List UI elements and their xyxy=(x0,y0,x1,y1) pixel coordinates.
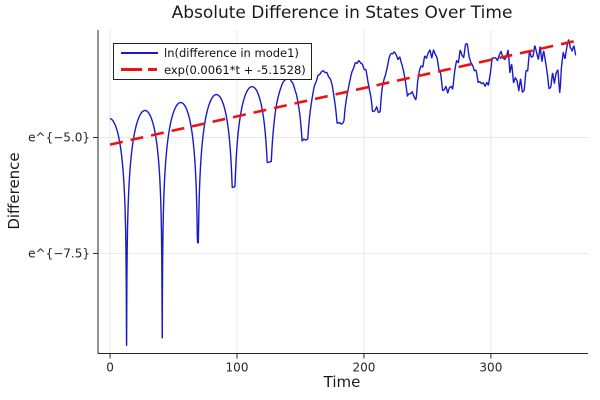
tick-labels: 0 100 200 300 e^{−5.0} e^{−7.5} xyxy=(28,131,502,375)
legend-line-sample-solid xyxy=(121,52,158,55)
legend: ln(difference in mode1) exp(0.0061*t + -… xyxy=(113,43,312,80)
series-ln-difference-curve xyxy=(109,39,577,347)
axes xyxy=(97,30,588,354)
grid-lines xyxy=(98,30,588,354)
legend-label-blue: ln(difference in mode1) xyxy=(164,46,299,61)
data-series xyxy=(109,39,578,347)
y-axis-label: Difference xyxy=(5,152,23,230)
chart-title: Absolute Difference in States Over Time xyxy=(171,3,513,23)
series-exponential-fit-line xyxy=(109,39,578,146)
x-tick-label: 200 xyxy=(352,361,375,375)
legend-entry-red: exp(0.0061*t + -5.1528) xyxy=(121,63,307,78)
x-tick-label: 100 xyxy=(226,361,249,375)
y-tick-label: e^{−7.5} xyxy=(28,246,90,260)
legend-label-red: exp(0.0061*t + -5.1528) xyxy=(164,62,306,77)
y-tick-label: e^{−5.0} xyxy=(28,131,90,145)
x-tick-label: 300 xyxy=(479,361,502,375)
x-axis-label: Time xyxy=(323,373,361,391)
legend-line-sample-dashed xyxy=(121,68,158,72)
x-tick-label: 0 xyxy=(106,361,114,375)
legend-entry-blue: ln(difference in mode1) xyxy=(121,46,307,61)
